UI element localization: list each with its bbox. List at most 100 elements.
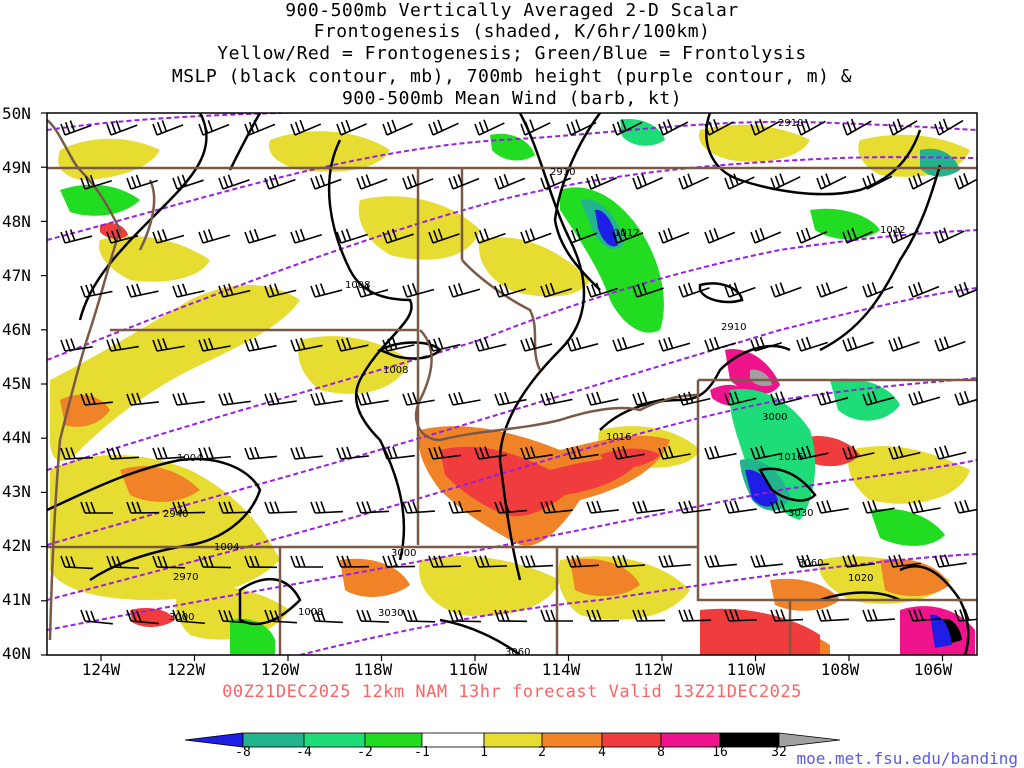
wind-barb-feather [172, 393, 178, 406]
wind-barb-feather [162, 556, 168, 568]
wind-barb-feather [504, 500, 510, 513]
wind-barb-feather [816, 501, 822, 514]
wind-barb-feather [612, 447, 618, 460]
wind-barb-feather [774, 175, 781, 188]
wind-barb-feather [550, 391, 556, 404]
wind-barb-feather [632, 501, 638, 514]
wind-barb-feather [724, 501, 730, 514]
wind-barb-feather [320, 392, 326, 404]
wind-barb-feather [943, 336, 950, 348]
wind-barb-feather [448, 393, 454, 406]
axis-ticks [41, 112, 944, 661]
wind-barb-feather [545, 501, 551, 513]
wind-barb-feather [300, 337, 306, 350]
wind-barb-feather [760, 554, 766, 567]
wind-barb-feather [176, 176, 183, 188]
wind-barb-feather [658, 447, 664, 460]
height-label: 3060 [505, 647, 530, 658]
wind-barb-feather [893, 446, 899, 459]
wind-barb-feather [218, 177, 224, 190]
mslp-label: 1012 [880, 225, 905, 236]
lat-label: 49N [2, 158, 31, 177]
wind-barb-feather [571, 338, 577, 350]
wind-barb-feather [801, 338, 807, 350]
wind-barb-feather [126, 285, 132, 298]
wind-barb-feather [433, 338, 439, 351]
wind-barb-feather [412, 501, 418, 513]
wind-barb-feather [750, 123, 756, 136]
wind-barb-feather [888, 447, 894, 460]
wind-barb-feather [346, 555, 352, 568]
wind-barb-feather [826, 500, 832, 512]
wind-barb-feather [897, 336, 904, 349]
mslp-label: 1008 [383, 365, 408, 376]
wind-barb-feather [621, 119, 627, 131]
wind-barb-feather [346, 446, 352, 459]
wind-barb-feather [846, 338, 853, 350]
wind-barb-feather [290, 555, 296, 568]
wind-barb-feather [714, 445, 720, 458]
wind-barb-feather [315, 609, 321, 622]
wind-barb-feather [273, 174, 280, 186]
wind-barb-feather [407, 392, 413, 405]
wind-barb-feather [750, 447, 756, 460]
wind-barb-feather [300, 555, 306, 568]
wind-barb-feather [550, 500, 556, 513]
wind-barb-feather [356, 393, 362, 406]
wind-barb-feather [503, 282, 510, 295]
wind-barb [524, 122, 551, 136]
wind-barb-feather [912, 175, 919, 187]
wind-barb-feather [595, 173, 601, 186]
wind-barb-feather [106, 231, 112, 244]
wind-barb-feather [198, 447, 204, 460]
wind-barb-feather [917, 390, 924, 403]
wind-barb-feather [586, 177, 592, 190]
wind-barb-feather [474, 231, 480, 244]
wind-barb-feather [479, 447, 485, 459]
wind-barb-feather [314, 176, 321, 188]
wind-barb [432, 122, 459, 136]
wind-barb-feather [361, 284, 367, 296]
wind-barb-feather [218, 609, 224, 622]
wind-barb-feather [366, 610, 372, 622]
wind-barb-feather [356, 285, 362, 298]
wind-barb-feather [636, 284, 643, 296]
wind-barb-feather [917, 173, 923, 185]
wind-barb-feather [851, 336, 858, 349]
wind-barb-feather [682, 284, 689, 296]
wind-barb-feather [499, 392, 505, 405]
wind-barb-feather [264, 609, 270, 622]
wind-barb-feather [663, 555, 669, 567]
wind-barb-feather [667, 336, 674, 349]
wind-barb-feather [290, 123, 296, 136]
wind-barb-feather [244, 231, 250, 244]
wind-barb-feather [724, 177, 730, 190]
wind-barb-feather [724, 609, 730, 622]
wind-barb-feather [85, 284, 91, 297]
wind-barb-feather [520, 555, 526, 568]
wind-barb-feather [203, 447, 209, 459]
mslp-label: 1020 [848, 573, 873, 584]
wind-barb-feather [641, 173, 647, 186]
wind-barb-feather [111, 338, 117, 351]
wind-barb-feather [529, 228, 536, 240]
wind-barb-feather [172, 177, 178, 190]
wind-barb-feather [540, 609, 546, 622]
wind-barb-feather [438, 555, 444, 567]
wind-barb-feather [851, 227, 857, 240]
wind-barb [800, 120, 826, 136]
wind-barb [64, 124, 92, 136]
wind-barb-feather [203, 555, 209, 568]
wind-barb-feather [591, 609, 597, 622]
wind-barb-feather [244, 447, 250, 460]
wind-barb-feather [356, 609, 362, 622]
wind-barb-feather [115, 120, 122, 132]
wind-barb-feather [938, 338, 945, 350]
wind-barb-feather [80, 393, 86, 406]
wind-barb-feather [198, 123, 204, 136]
wind-barb-feather [208, 555, 214, 568]
wind-barb [866, 175, 893, 190]
wind-barb-feather [382, 339, 388, 352]
wind-barb-feather [896, 118, 903, 131]
wind-barb-feather [576, 446, 582, 458]
